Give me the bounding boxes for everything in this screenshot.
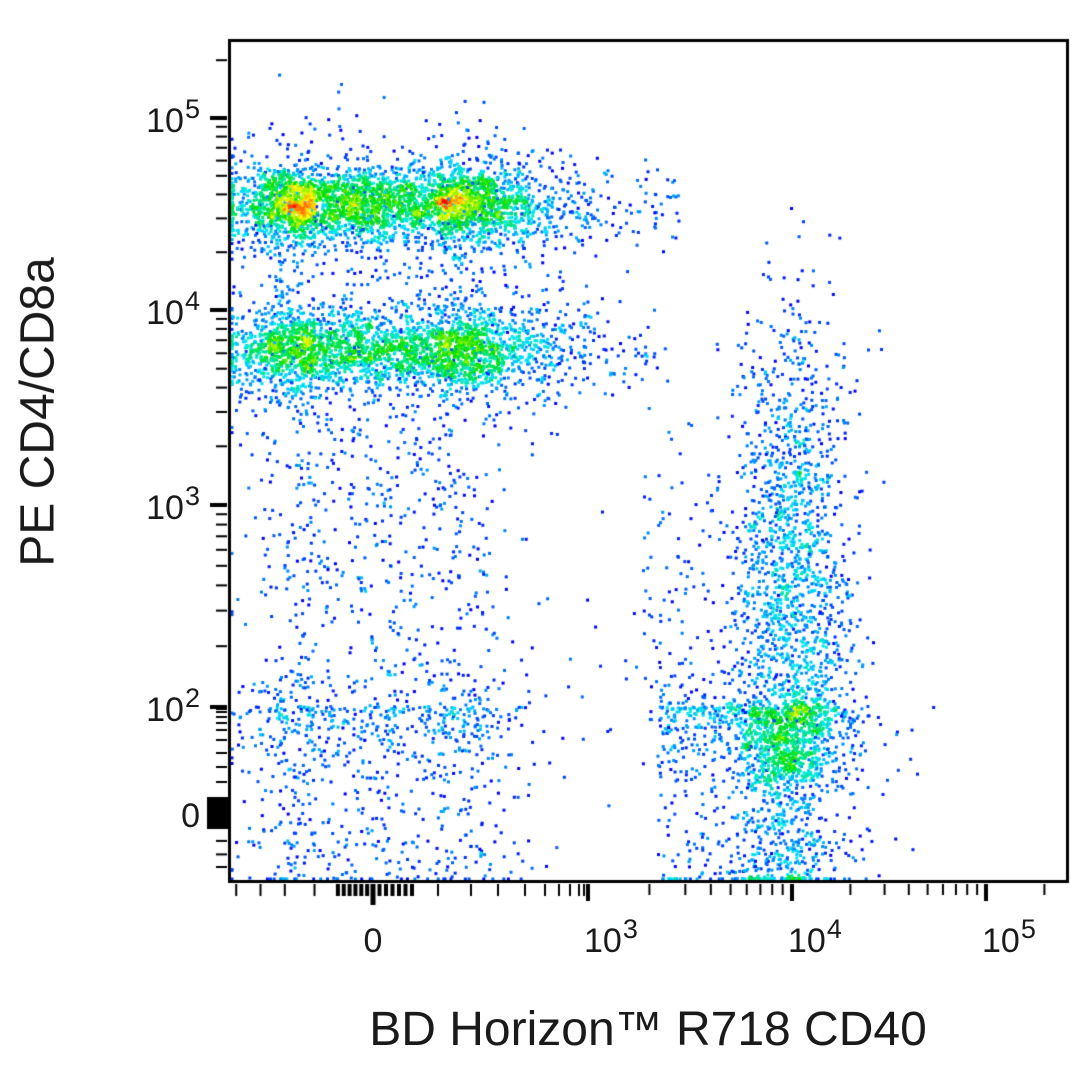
x-tick-label-10^4: 104 (788, 914, 842, 960)
x-tick-label-10^3: 103 (584, 914, 638, 960)
y-tick-label-10^3: 103 (146, 481, 200, 527)
x-axis-title: BD Horizon™ R718 CD40 (369, 1003, 927, 1056)
y-tick-label-0: 0 (181, 797, 200, 835)
x-tick-label-0: 0 (363, 922, 383, 960)
y-tick-label-10^4: 104 (146, 286, 200, 332)
x-tick-label-10^5: 105 (982, 914, 1036, 960)
y-tick-label-10^5: 105 (146, 94, 200, 140)
y-tick-label-10^2: 102 (146, 683, 200, 729)
y-axis-title: PE CD4/CD8a (11, 257, 65, 567)
